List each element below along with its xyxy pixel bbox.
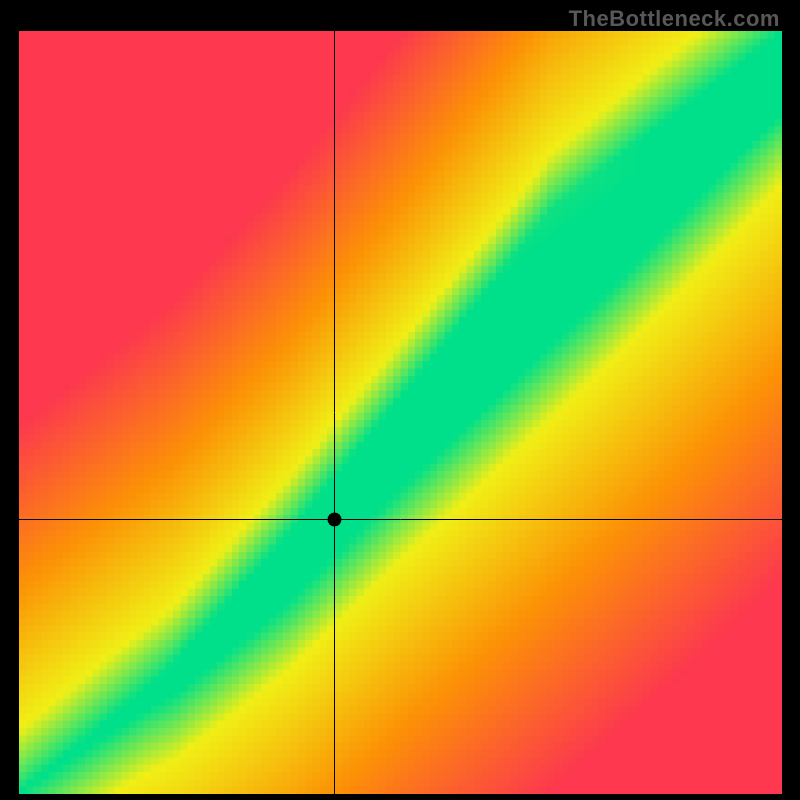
crosshair-overlay — [19, 31, 782, 794]
watermark-text: TheBottleneck.com — [569, 6, 780, 32]
